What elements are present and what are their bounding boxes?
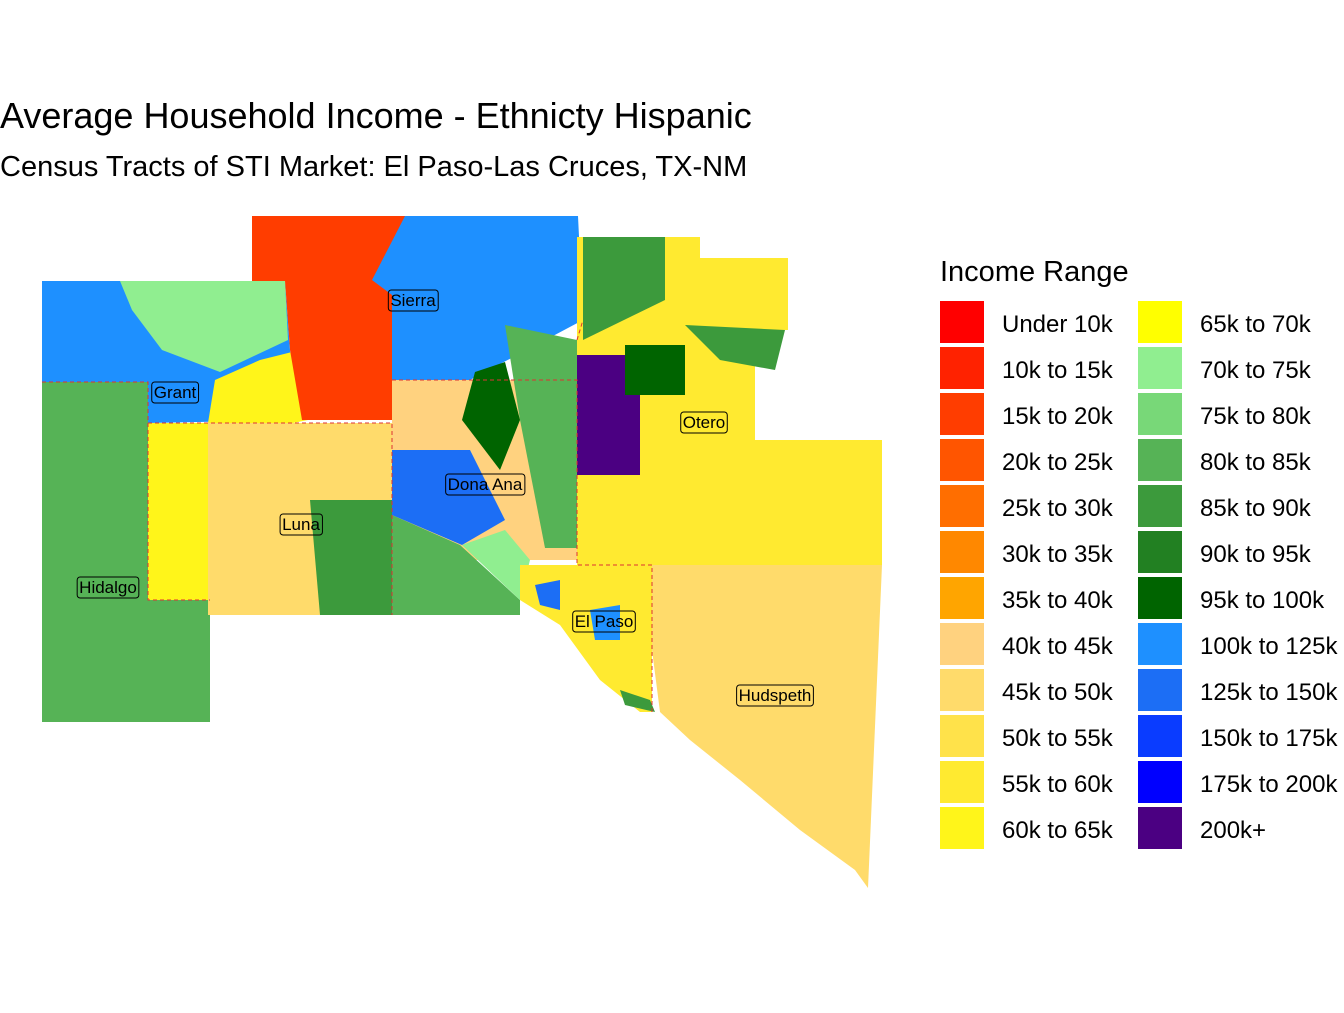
legend: Under 10k 10k to 15k 15k to 20k 20k to 25k 2… [940,301,1338,849]
county-label: Grant [154,383,197,402]
tract [505,325,577,548]
tract [577,237,882,565]
legend-label: 55k to 60k [1002,771,1114,798]
county-label: El Paso [575,612,634,631]
legend-label: 50k to 55k [1002,725,1114,752]
legend-label: 85k to 90k [1200,495,1312,522]
county-border [392,379,653,712]
county-label-box [279,513,323,536]
legend-label: 175k to 200k [1200,771,1338,798]
legend-label: 45k to 50k [1002,679,1114,706]
legend-swatch [1138,393,1182,435]
legend-label: 90k to 95k [1200,541,1312,568]
legend-swatch [940,439,984,481]
tract [462,530,530,600]
tract [120,281,288,372]
legend-swatch [940,761,984,803]
tract [625,345,685,395]
county-label-box [387,289,439,312]
legend-label: 80k to 85k [1200,449,1312,476]
legend-label: 25k to 30k [1002,495,1114,522]
legend-label: 95k to 100k [1200,587,1325,614]
county-label-box [736,684,814,707]
legend-swatch [1138,439,1182,481]
legend-label: 35k to 40k [1002,587,1114,614]
legend-swatch [940,531,984,573]
county-label: Dona Ana [448,475,523,494]
legend-swatch [1138,669,1182,711]
county-labels: Sierra Grant Dona Ana Otero Luna Hidalgo El Pa… [76,289,814,707]
legend-swatch [940,393,984,435]
county-border [42,381,210,601]
tract [535,580,560,610]
legend-swatch [1138,807,1182,849]
legend-label: 125k to 150k [1200,679,1338,706]
tracts [42,216,882,888]
county-label-box [76,576,140,599]
legend-label: 150k to 175k [1200,725,1338,752]
county-label: Hidalgo [79,578,137,597]
legend-label: 40k to 45k [1002,633,1114,660]
legend-title: Income Range [940,256,1129,288]
legend-swatch [940,485,984,527]
county-label-box [572,610,636,633]
tract [42,382,210,722]
legend-swatch [940,577,984,619]
legend-label: 100k to 125k [1200,633,1338,660]
legend-label: 60k to 65k [1002,817,1114,844]
tract [462,362,520,470]
county-label-box [445,473,526,496]
legend-swatch [940,669,984,711]
tract [590,605,620,640]
legend-label: 10k to 15k [1002,357,1114,384]
subtitle: Census Tracts of STI Market: El Paso-Las… [0,151,747,183]
county-borders [42,319,653,712]
title: Average Household Income - Ethnicty Hisp… [0,95,752,136]
county-label-box [151,381,200,404]
legend-swatch [1138,531,1182,573]
county-label: Otero [683,413,726,432]
tract [310,500,392,615]
legend-swatch [1138,301,1182,343]
county-label-box [680,411,728,434]
county-border [576,319,584,341]
tract [252,216,405,420]
legend-label: 200k+ [1200,817,1266,844]
legend-swatch [1138,577,1182,619]
legend-swatch [940,715,984,757]
tract [148,350,308,600]
county-label: Sierra [390,291,436,310]
legend-label: 30k to 35k [1002,541,1114,568]
legend-label: 20k to 25k [1002,449,1114,476]
legend-swatch [940,301,984,343]
county-label: Hudspeth [739,686,812,705]
county-border [148,422,393,615]
tract [392,515,520,615]
legend-label: 75k to 80k [1200,403,1312,430]
tract [583,237,665,340]
legend-label: Under 10k [1002,311,1114,338]
legend-swatch [940,807,984,849]
tract [685,325,785,370]
legend-swatch [1138,485,1182,527]
tract [620,690,655,712]
tract [577,355,640,475]
legend-label: 70k to 75k [1200,357,1312,384]
tract [652,565,882,888]
legend-label: 65k to 70k [1200,311,1312,338]
legend-swatch [1138,347,1182,389]
county-label: Luna [282,515,320,534]
legend-swatch [1138,761,1182,803]
legend-swatch [1138,623,1182,665]
legend-label: 15k to 20k [1002,403,1114,430]
legend-swatch [940,623,984,665]
legend-swatch [1138,715,1182,757]
legend-swatch [940,347,984,389]
